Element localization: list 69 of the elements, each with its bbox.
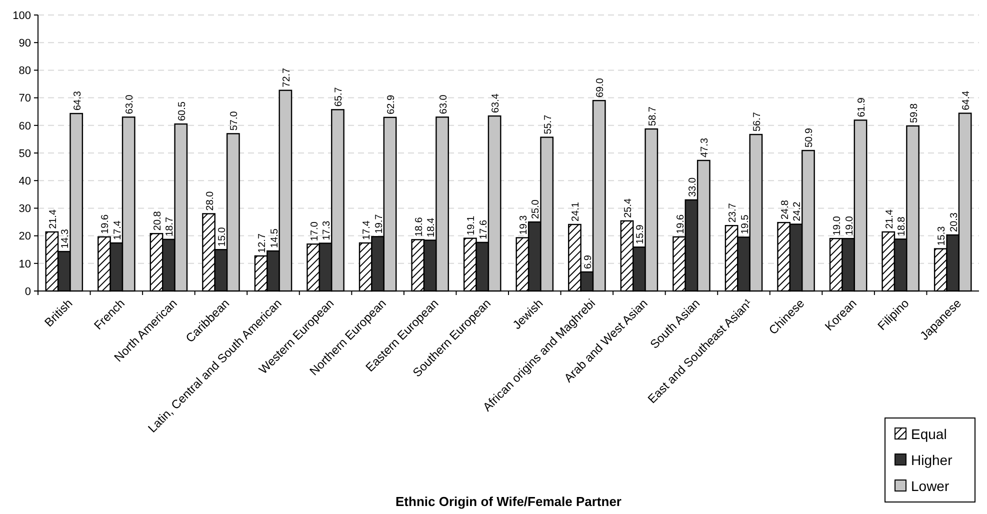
data-label: 19.5 — [740, 214, 751, 234]
y-tick-label: 90 — [18, 37, 31, 50]
data-label: 19.6 — [675, 214, 686, 234]
data-label: 72.7 — [281, 67, 292, 88]
data-label: 18.7 — [164, 216, 176, 236]
data-label: 55.7 — [542, 114, 554, 134]
data-label: 47.3 — [700, 138, 711, 158]
data-label: 18.4 — [426, 217, 438, 238]
data-label: 61.9 — [856, 97, 868, 118]
data-label: 63.0 — [438, 94, 450, 114]
data-label: 17.0 — [309, 221, 320, 242]
data-label: 50.9 — [804, 128, 816, 148]
data-label: 63.4 — [490, 93, 502, 114]
data-label: 57.0 — [229, 110, 240, 131]
y-tick-label: 70 — [18, 92, 31, 105]
data-label: 63.0 — [124, 94, 136, 114]
data-label: 21.4 — [884, 209, 896, 229]
data-label: 33.0 — [687, 177, 698, 197]
y-tick-label: 100 — [12, 10, 31, 22]
data-label: 15.0 — [216, 226, 228, 247]
data-label: 18.6 — [414, 216, 425, 237]
data-label: 62.9 — [386, 94, 398, 114]
data-label: 60.5 — [176, 101, 188, 122]
y-tick-label: 40 — [18, 175, 31, 188]
data-label: 19.3 — [518, 214, 530, 235]
data-label: 18.8 — [896, 216, 908, 236]
data-label: 24.2 — [792, 201, 804, 222]
data-label: 21.4 — [48, 209, 59, 229]
data-label: 20.3 — [948, 212, 960, 232]
data-label: 17.4 — [112, 220, 124, 240]
y-tick-label: 80 — [18, 65, 31, 78]
data-label: 20.8 — [152, 210, 164, 231]
data-label: 24.8 — [780, 200, 791, 220]
data-label: 19.1 — [466, 215, 478, 236]
data-label: 19.0 — [844, 216, 856, 236]
y-tick-label: 50 — [18, 148, 31, 160]
data-label: 64.3 — [72, 90, 84, 111]
legend-label: Equal — [911, 426, 947, 442]
data-label: 65.7 — [334, 86, 345, 107]
y-tick-label: 60 — [18, 120, 31, 132]
data-label: 15.9 — [635, 224, 646, 244]
data-label: 28.0 — [204, 190, 216, 211]
data-label: 15.3 — [936, 226, 948, 246]
x-axis-title: Ethnic Origin of Wife/Female Partner — [396, 494, 622, 509]
data-label: 12.7 — [257, 233, 268, 253]
data-label: 69.0 — [595, 78, 606, 98]
y-tick-label: 20 — [18, 230, 31, 243]
data-label: 17.4 — [362, 220, 373, 240]
data-label: 25.4 — [622, 198, 634, 218]
data-label: 58.7 — [647, 106, 658, 126]
y-tick-label: 10 — [18, 258, 31, 270]
data-label: 59.8 — [908, 103, 920, 123]
legend-label: Higher — [911, 452, 953, 468]
data-label: 56.7 — [752, 112, 763, 132]
data-label: 64.4 — [961, 90, 972, 110]
data-label: 17.6 — [478, 220, 490, 240]
data-label: 25.0 — [530, 199, 542, 219]
data-label: 19.7 — [374, 214, 385, 234]
data-label: 23.7 — [728, 202, 739, 223]
data-label: 14.3 — [60, 228, 72, 249]
data-label: 14.5 — [269, 228, 280, 248]
legend-label: Lower — [911, 478, 950, 494]
data-label: 6.9 — [582, 254, 594, 269]
data-label: 24.1 — [570, 202, 582, 222]
data-label: 17.3 — [322, 220, 333, 240]
data-label: 19.6 — [100, 214, 112, 234]
y-tick-label: 30 — [18, 203, 31, 216]
y-tick-label: 0 — [24, 286, 31, 298]
data-label: 19.0 — [832, 216, 844, 236]
